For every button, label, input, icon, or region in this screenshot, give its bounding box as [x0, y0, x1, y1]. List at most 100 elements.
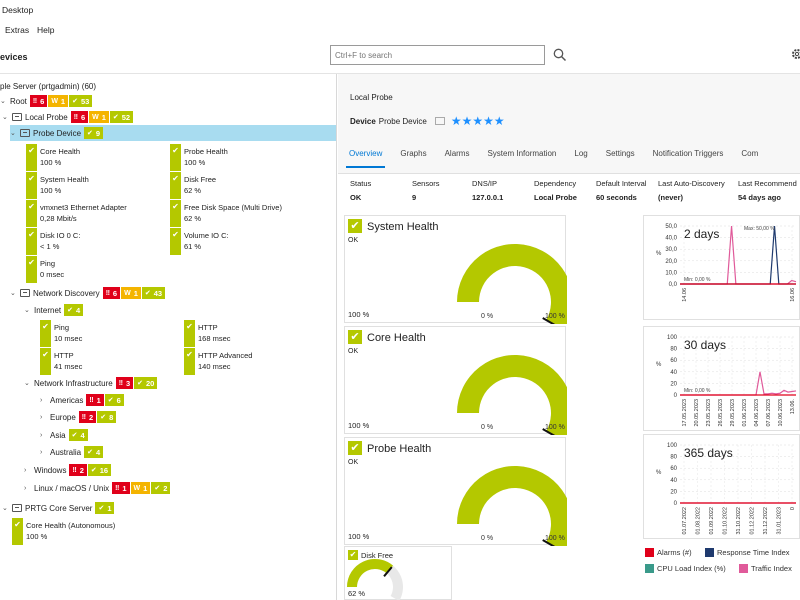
chart-svg: 100 80 60 40 20 0 17.05.2023 20.05.2023 23.05.20…: [656, 335, 797, 427]
sensor-tile[interactable]: ✔ Disk IO 0 C: < 1 %: [26, 228, 166, 255]
chevron-down-icon[interactable]: ⌄: [24, 380, 30, 387]
ok-badge: ✔ 16: [87, 464, 112, 476]
tab-overview[interactable]: Overview: [346, 142, 390, 168]
x-tick-label: 01.06.2023: [742, 399, 748, 427]
gauge-card-core-health[interactable]: 0 % 100 % ✔ Core Health OK 100 %: [344, 326, 567, 435]
gauge-card-disk-free[interactable]: ✔ Disk Free 62 %: [344, 546, 452, 600]
sensor-tile[interactable]: ✔ Probe Health 100 %: [170, 144, 310, 171]
check-icon: ✔: [12, 518, 23, 545]
y-tick-label: 40: [670, 370, 677, 376]
pin-icon[interactable]: [434, 117, 445, 125]
menu-help[interactable]: Help: [37, 25, 55, 35]
gauge-fill: [457, 244, 567, 324]
chevron-right-icon[interactable]: ›: [24, 466, 27, 474]
gauge-min-label: 0 %: [481, 535, 493, 542]
x-tick-label: 01.10.2022: [723, 507, 729, 535]
detail-header: Local Probe Device Probe Device ★★★★★ Ov…: [338, 74, 800, 174]
sensor-tile[interactable]: ✔ System Health 100 %: [26, 172, 166, 199]
sensor-tile[interactable]: ✔ Ping 0 msec: [26, 256, 166, 283]
gauge-needle: [542, 317, 556, 324]
chevron-right-icon[interactable]: ›: [40, 448, 43, 456]
check-icon: ✔: [348, 441, 362, 455]
check-icon: ✔: [348, 219, 362, 233]
tab-comments[interactable]: Com: [741, 149, 759, 158]
status-col: Last Recommend 54 days ago: [738, 179, 797, 202]
sensor-tile[interactable]: ✔ Disk Free 62 %: [170, 172, 310, 199]
tree-australia[interactable]: › Australia ✔ 4: [40, 444, 104, 460]
tab-system-information[interactable]: System Information: [487, 149, 557, 158]
sensor-tile[interactable]: ✔ HTTP 41 msec: [40, 348, 180, 375]
chevron-right-icon[interactable]: ›: [40, 413, 43, 421]
root-label: Root: [10, 96, 27, 106]
tree-americas[interactable]: › Americas ‼ 1 ✔ 6: [40, 392, 125, 408]
chevron-down-icon[interactable]: ⌄: [0, 98, 6, 105]
sensor-tile[interactable]: ✔ vmxnet3 Ethernet Adapter 0,28 Mbit/s: [26, 200, 166, 227]
sensor-tile[interactable]: ✔ Volume IO C: 61 %: [170, 228, 310, 255]
probe-device-label: Probe Device: [33, 128, 82, 138]
gauge-card-system-health[interactable]: 0 % 100 % ✔ System Health OK 100 %: [344, 215, 567, 324]
gauge-card-probe-health[interactable]: 0 % 100 % ✔ Probe Health OK 100 %: [344, 437, 567, 546]
gauge-value: 100 %: [348, 532, 370, 541]
tree-probe-device[interactable]: ⌄ Probe Device ✔ 9: [10, 125, 336, 141]
y-tick-label: 80: [670, 347, 677, 353]
title-bar: Desktop: [0, 0, 800, 20]
y-tick-label: 20: [670, 381, 677, 387]
y-tick-label: 60: [670, 358, 677, 364]
sensor-tile[interactable]: ✔ Core Health (Autonomous) 100 %: [12, 518, 152, 545]
chevron-down-icon[interactable]: ⌄: [10, 290, 16, 297]
chart-2-days[interactable]: 50,0 40,0 30,0 20,0 10,0 0,0 14.06 16.06% 2 days…: [643, 215, 800, 320]
x-tick-label: 16.06: [790, 288, 796, 302]
chevron-down-icon[interactable]: ⌄: [2, 505, 8, 512]
chevron-down-icon[interactable]: ⌄: [10, 130, 16, 137]
gauge-status: OK: [348, 237, 359, 244]
chart-30-days[interactable]: 100 80 60 40 20 0 17.05.2023 20.05.2023 23.05.20…: [643, 326, 800, 431]
tree-asia[interactable]: › Asia ✔ 4: [40, 427, 89, 443]
gauge-title: System Health: [367, 221, 439, 233]
tree-windows[interactable]: › Windows ‼ 2 ✔ 16: [24, 462, 112, 478]
priority-stars-icon[interactable]: ★★★★★: [450, 114, 505, 128]
tree-internet[interactable]: ⌄ Internet ✔ 4: [24, 302, 84, 318]
chevron-right-icon[interactable]: ›: [40, 431, 43, 439]
legend-item: Alarms (#): [645, 548, 692, 557]
ok-badge: ✔ 4: [64, 304, 84, 316]
tab-graphs[interactable]: Graphs: [400, 149, 427, 158]
detail-tabs: Overview Graphs Alarms System Informatio…: [346, 142, 773, 168]
internet-label: Internet: [34, 305, 62, 315]
window-title: Desktop: [2, 5, 34, 15]
tree-network-infrastructure[interactable]: ⌄ Network Infrastructure ‼ 3 ✔ 20: [24, 375, 158, 391]
chart-365-days[interactable]: 100 80 60 40 20 0 01.07.2022 01.08.2022 01.09.20…: [643, 434, 800, 539]
sensor-tile[interactable]: ✔ Ping 10 msec: [40, 320, 180, 347]
sensor-tile[interactable]: ✔ HTTP Advanced 140 msec: [184, 348, 324, 375]
check-icon: ✔: [26, 172, 37, 199]
chevron-right-icon[interactable]: ›: [24, 484, 27, 492]
y-tick-label: 100: [667, 443, 678, 449]
alarm-badge: ‼ 2: [69, 464, 87, 476]
ok-badge: ✔ 4: [84, 446, 104, 458]
disk-gauge-svg: [347, 559, 403, 600]
sensor-tile[interactable]: ✔ Core Health 100 %: [26, 144, 166, 171]
chevron-right-icon[interactable]: ›: [40, 396, 43, 404]
menu-extras[interactable]: Extras: [5, 25, 30, 35]
tab-log[interactable]: Log: [574, 149, 588, 158]
tab-settings[interactable]: Settings: [605, 149, 635, 158]
legend-item: Traffic Index: [739, 564, 792, 573]
tab-alarms[interactable]: Alarms: [444, 149, 470, 158]
gear-icon[interactable]: [790, 47, 800, 61]
chevron-down-icon[interactable]: ⌄: [24, 307, 30, 314]
ok-badge: ✔ 9: [84, 127, 104, 139]
sensor-tile[interactable]: ✔ HTTP 168 msec: [184, 320, 324, 347]
x-tick-label: 01.08.2022: [696, 507, 702, 535]
sensor-tile[interactable]: ✔ Free Disk Space (Multi Drive) 62 %: [170, 200, 320, 227]
tab-notification-triggers[interactable]: Notification Triggers: [652, 149, 724, 158]
tree-core-server[interactable]: ⌄ PRTG Core Server ✔ 1: [2, 500, 115, 516]
device-type-label: Device: [350, 116, 376, 126]
tree-europe[interactable]: › Europe ‼ 2 ✔ 8: [40, 409, 117, 425]
tree-server[interactable]: ple Server (prtgadmin) (60): [0, 78, 99, 94]
search-input[interactable]: [330, 45, 545, 65]
search-icon[interactable]: [552, 47, 568, 63]
chevron-down-icon[interactable]: ⌄: [2, 114, 8, 121]
